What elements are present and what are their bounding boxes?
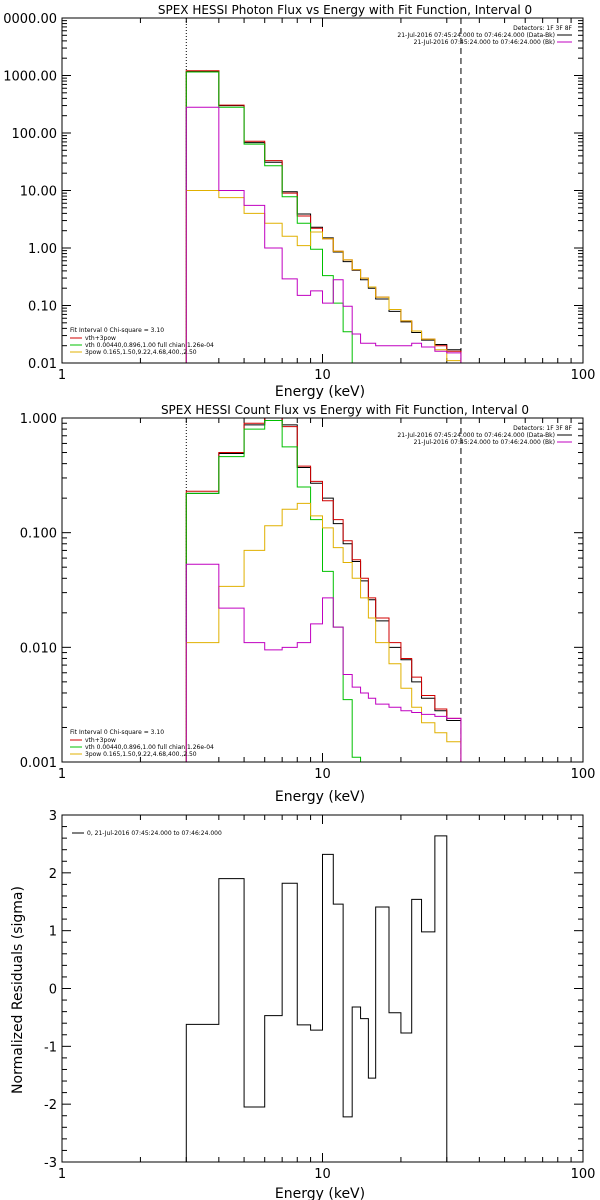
count-flux-fit-total-label: vth+3pow [85, 737, 116, 744]
residuals-legend: 0, 21-Jul-2016 07:45:24.000 to 07:46:24.… [72, 830, 222, 837]
photon-flux-panel: SPEX HESSI Photon Flux vs Energy with Fi… [3, 3, 595, 400]
count-flux-series-data [185, 418, 462, 762]
photon-flux-x-tick-label: 1 [58, 368, 66, 383]
photon-flux-y-tick-label: 100.00 [12, 127, 58, 142]
count-flux-y-tick-label: 0.001 [20, 756, 57, 771]
photon-flux-x-tick-label: 10 [314, 368, 331, 383]
residuals-y-tick-label: 3 [49, 809, 57, 824]
photon-flux-detectors-label: Detectors: 1F 3F 8F [513, 25, 572, 32]
photon-flux-y-tick-label: 0.01 [28, 357, 57, 372]
photon-flux-series-vth [185, 71, 362, 363]
count-flux-x-axis-title: Energy (keV) [275, 789, 365, 805]
count-flux-y-tick-label: 1.000 [20, 412, 57, 427]
residuals-x-axis-title: Energy (keV) [275, 1186, 365, 1200]
photon-flux-y-tick-label: 10.00 [20, 185, 57, 200]
residuals-x-tick-label: 10 [314, 1167, 331, 1182]
count-flux-detectors-label: Detectors: 1F 3F 8F [513, 425, 572, 432]
count-flux-legend-data-label: 21-Jul-2016 07:45:24.000 to 07:46:24.000… [397, 432, 555, 439]
count-flux-series-vth [185, 420, 362, 762]
photon-flux-y-tick-label: 1000.00 [3, 70, 57, 85]
photon-flux-frame [61, 17, 584, 364]
count-flux-panel: SPEX HESSI Count Flux vs Energy with Fit… [20, 403, 596, 805]
photon-flux-fit-total-label: vth+3pow [85, 335, 116, 342]
residuals-frame [61, 814, 584, 1163]
residuals-legend-label: 0, 21-Jul-2016 07:45:24.000 to 07:46:24.… [87, 830, 222, 837]
count-flux-fit-header: Fit Interval 0 Chi-square = 3.10 [70, 729, 164, 736]
residuals-series-residuals [185, 835, 448, 1162]
count-flux-plot-area: 1 10 100 0.001 0.010 0.100 1.000 [20, 412, 596, 782]
residuals-x-tick-label: 100 [571, 1167, 596, 1182]
count-flux-series-3pow [185, 502, 462, 762]
count-flux-top-right-legend: Detectors: 1F 3F 8F 21-Jul-2016 07:45:24… [397, 425, 572, 446]
residuals-y-tick-label: 0 [49, 983, 57, 998]
count-flux-x-tick-label: 100 [571, 767, 596, 782]
photon-flux-fit-legend: Fit Interval 0 Chi-square = 3.10 vth+3po… [70, 327, 214, 356]
photon-flux-top-right-legend: Detectors: 1F 3F 8F 21-Jul-2016 07:45:24… [397, 25, 572, 46]
photon-flux-series-3pow [185, 190, 462, 363]
residuals-y-tick-label: 2 [49, 867, 57, 882]
count-flux-x-tick-label: 10 [314, 767, 331, 782]
photon-flux-legend-data-label: 21-Jul-2016 07:45:24.000 to 07:46:24.000… [397, 32, 555, 39]
count-flux-fit-vth-label: vth 0.00440,0.896,1.00 full chian 1.26e-… [85, 744, 214, 751]
photon-flux-series-total-fit [185, 70, 462, 363]
residuals-y-tick-label: -3 [44, 1156, 57, 1171]
residuals-panel: 1 10 100 -3 -2 -1 0 1 2 3 Energy (keV) Normalized… [10, 809, 595, 1200]
residuals-y-tick-label: -1 [44, 1040, 57, 1055]
count-flux-y-tick-label: 0.100 [20, 527, 57, 542]
residuals-y-tick-label: 1 [49, 925, 57, 940]
photon-flux-fit-header: Fit Interval 0 Chi-square = 3.10 [70, 327, 164, 334]
photon-flux-fit-3pow-label: 3pow 0.165,1.50,9.22,4.68,400.,2.50 [85, 349, 197, 356]
photon-flux-legend-bk-label: 21-Jul-2016 07:45:24.000 to 07:46:24.000… [414, 39, 555, 46]
residuals-y-axis-title: Normalized Residuals (sigma) [10, 886, 26, 1094]
photon-flux-x-axis-title: Energy (keV) [275, 384, 365, 400]
count-flux-fit-3pow-label: 3pow 0.165,1.50,9.22,4.68,400.,2.50 [85, 751, 197, 758]
photon-flux-series-background [185, 106, 462, 363]
photon-flux-x-tick-label: 100 [571, 368, 596, 383]
count-flux-y-tick-label: 0.010 [20, 641, 57, 656]
photon-flux-series-data [185, 70, 462, 363]
count-flux-x-tick-label: 1 [58, 767, 66, 782]
count-flux-series-total-fit [185, 418, 462, 762]
count-flux-series-background [185, 563, 462, 762]
photon-flux-fit-vth-label: vth 0.00440,0.896,1.00 full chian 1.26e-… [85, 342, 214, 349]
residuals-x-tick-label: 1 [58, 1167, 66, 1182]
photon-flux-y-tick-label: 0.10 [28, 300, 57, 315]
count-flux-fit-legend: Fit Interval 0 Chi-square = 3.10 vth+3po… [70, 729, 214, 758]
photon-flux-plot-area: 1 10 100 0.01 0.10 1.00 10.00 100.00 1000.00 0000… [3, 12, 595, 383]
count-flux-legend-bk-label: 21-Jul-2016 07:45:24.000 to 07:46:24.000… [414, 439, 555, 446]
count-flux-frame [61, 417, 584, 763]
residuals-plot-area: 1 10 100 -3 -2 -1 0 1 2 3 [44, 809, 595, 1182]
residuals-y-tick-label: -2 [44, 1098, 57, 1113]
photon-flux-y-tick-label: 1.00 [28, 242, 57, 257]
count-flux-title: SPEX HESSI Count Flux vs Energy with Fit… [161, 403, 529, 417]
photon-flux-title: SPEX HESSI Photon Flux vs Energy with Fi… [158, 3, 532, 17]
photon-flux-y-tick-label: 0000.00 [3, 12, 57, 27]
